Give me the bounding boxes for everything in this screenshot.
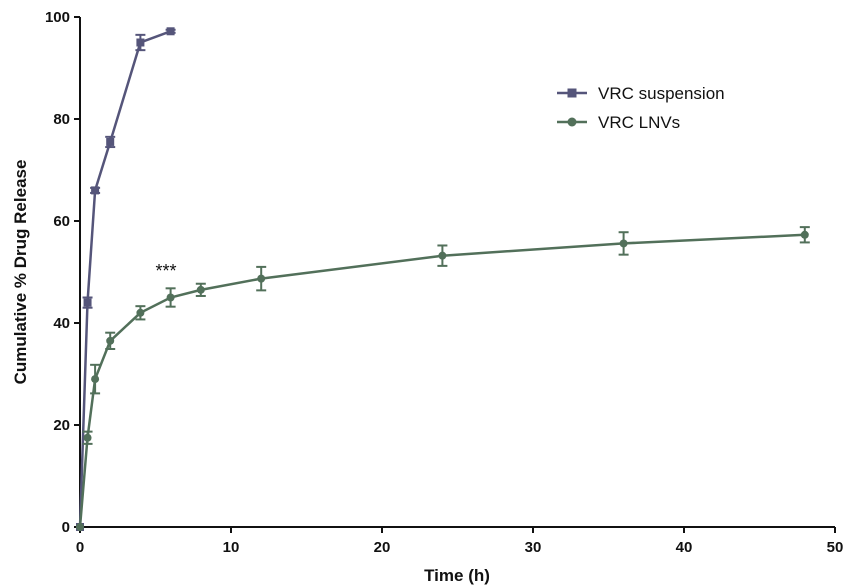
- data-point: [619, 239, 628, 248]
- y-axis-title: Cumulative % Drug Release: [11, 160, 30, 385]
- y-tick-label: 100: [45, 9, 70, 26]
- x-tick-label: 0: [76, 539, 84, 556]
- x-tick-label: 40: [676, 539, 693, 556]
- series-line: [78, 30, 172, 528]
- legend-marker-circle: [567, 117, 577, 127]
- y-tick-label: 20: [53, 417, 70, 434]
- legend-marker-square: [567, 88, 577, 98]
- legend-item-vrc-lnvs: VRC LNVs: [557, 113, 680, 132]
- y-tick-label: 0: [62, 519, 70, 536]
- data-point: [106, 336, 115, 345]
- x-axis-title: Time (h): [424, 566, 490, 585]
- data-point: [106, 137, 115, 146]
- data-point: [136, 38, 145, 47]
- data-point: [76, 523, 84, 531]
- x-tick-label: 50: [827, 539, 844, 556]
- series-vrc-lnvs: [76, 226, 810, 531]
- series-layer: [76, 27, 810, 531]
- significance-annotation: ***: [155, 261, 176, 281]
- series-vrc-suspension: [76, 27, 176, 531]
- legend-label-vrc-suspension: VRC suspension: [598, 84, 725, 103]
- x-ticks: 0 10 20 30 40 50: [76, 527, 844, 556]
- y-tick-label: 80: [53, 111, 70, 128]
- data-point: [438, 251, 447, 260]
- data-point: [136, 308, 145, 317]
- data-point: [91, 375, 100, 384]
- data-point: [800, 230, 809, 239]
- series-line: [78, 233, 805, 528]
- data-point: [83, 433, 92, 442]
- x-tick-label: 10: [223, 539, 240, 556]
- axes: [79, 17, 835, 528]
- data-point: [166, 293, 175, 302]
- data-point: [91, 186, 100, 195]
- y-tick-label: 40: [53, 315, 70, 332]
- legend-item-vrc-suspension: VRC suspension: [557, 84, 725, 103]
- data-point: [166, 27, 175, 36]
- data-point: [196, 285, 205, 294]
- x-tick-label: 30: [525, 539, 542, 556]
- legend: VRC suspension VRC LNVs: [557, 84, 725, 132]
- data-point: [257, 274, 266, 283]
- x-tick-label: 20: [374, 539, 391, 556]
- y-ticks: 0 20 40 60 80 100: [45, 9, 80, 536]
- legend-label-vrc-lnvs: VRC LNVs: [598, 113, 680, 132]
- data-point: [83, 298, 92, 307]
- y-tick-label: 60: [53, 213, 70, 230]
